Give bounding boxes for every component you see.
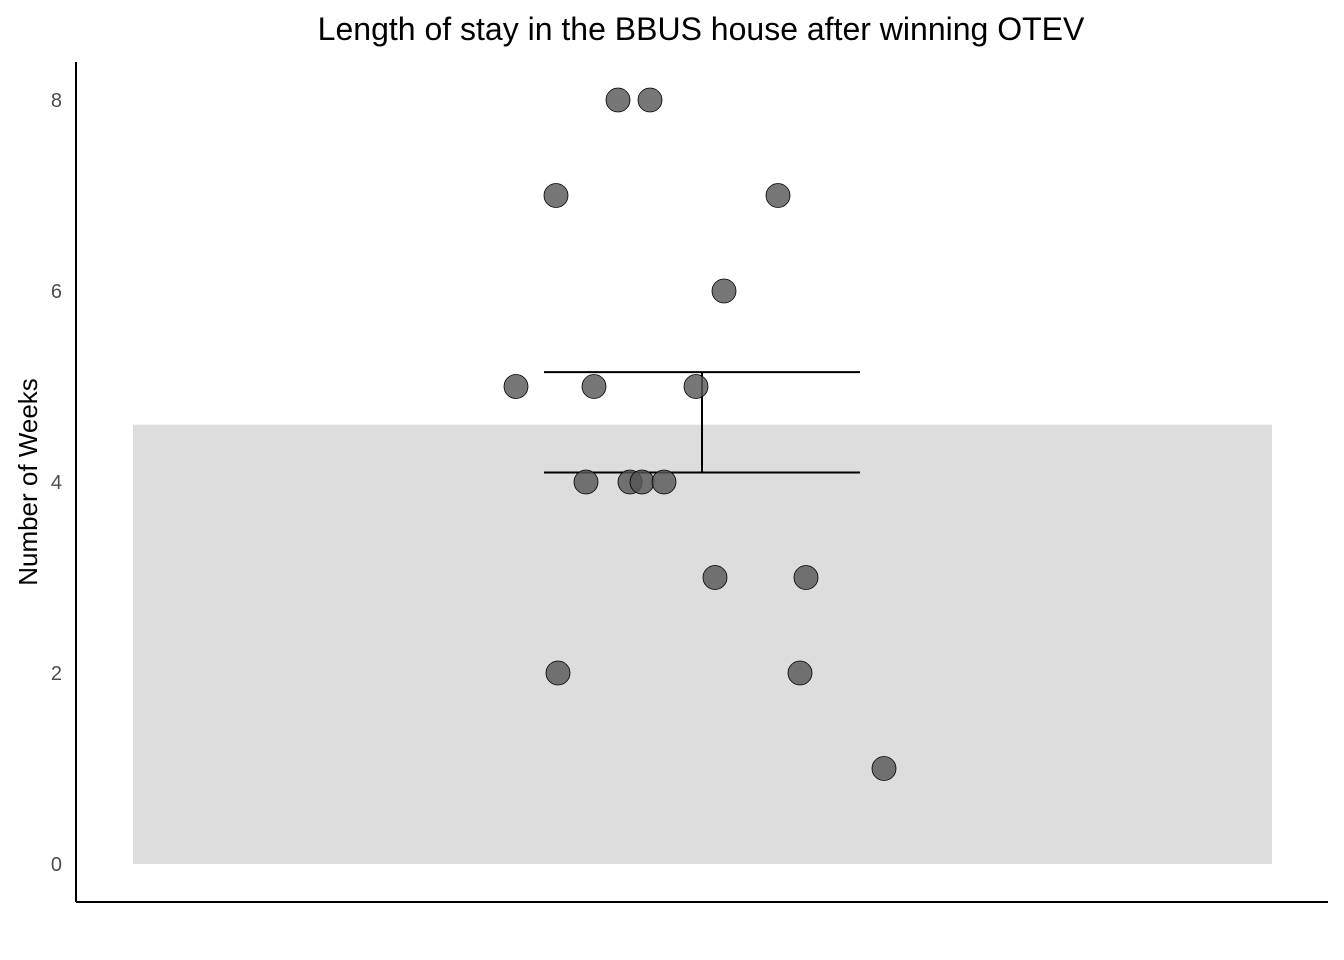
plot-area: 0 2 4 6 8 [51,62,1328,903]
data-point [683,374,709,399]
chart-title: Length of stay in the BBUS house after w… [318,11,1085,47]
data-point [543,183,569,208]
data-point [711,278,737,304]
y-axis-label: Number of Weeks [13,378,43,586]
y-tick-label: 8 [51,90,62,112]
data-point [503,374,529,399]
data-point [581,374,607,399]
y-tick-label: 4 [51,472,62,494]
data-point [765,183,791,208]
bar [133,424,1272,864]
data-point [629,469,655,495]
data-point [787,660,813,686]
data-point [651,469,677,495]
y-tick-label: 6 [51,281,62,303]
data-point [793,565,819,590]
data-point [573,469,599,495]
data-point [545,660,571,686]
y-tick-label: 0 [51,854,62,876]
data-point [871,756,897,781]
data-point [637,87,663,113]
data-point [702,565,728,590]
y-tick-label: 2 [51,663,62,685]
data-point [605,87,631,113]
